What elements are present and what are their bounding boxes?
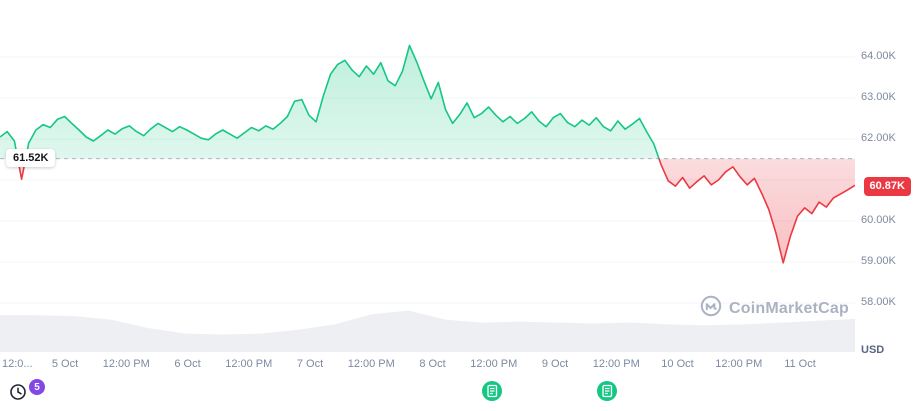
x-axis-label: 12:00 PM <box>592 358 640 370</box>
current-price-badge: 60.87K <box>863 177 911 196</box>
x-axis-label: 12:00 PM <box>715 358 763 370</box>
y-axis-label: 58.00K <box>861 296 896 308</box>
baseline-price-label: 61.52K <box>6 149 56 167</box>
news-doc-icon <box>486 384 497 398</box>
x-axis-label: 6 Oct <box>174 358 201 370</box>
news-event-marker[interactable] <box>597 381 618 401</box>
coinmarketcap-watermark: CoinMarketCap <box>700 295 849 322</box>
x-axis-label: 12:00 PM <box>225 358 273 370</box>
history-clock-icon <box>8 382 28 407</box>
x-axis-label: 12:00 PM <box>347 358 395 370</box>
x-axis-label: 9 Oct <box>541 358 569 370</box>
y-axis-label: 63.00K <box>861 91 896 103</box>
x-axis-label: 7 Oct <box>296 358 324 370</box>
x-axis-label: 8 Oct <box>419 358 446 370</box>
y-axis-label: 60.00K <box>861 214 896 226</box>
x-axis-label: 12:00 PM <box>470 358 518 370</box>
x-axis-label: 12:0... <box>2 358 33 370</box>
coinmarketcap-logo-icon <box>700 295 722 322</box>
history-button[interactable]: 5 <box>8 379 45 407</box>
x-axis-label: 11 Oct <box>784 358 816 370</box>
currency-label: USD <box>861 344 885 356</box>
y-axis-label: 59.00K <box>861 255 896 267</box>
y-axis-label: 62.00K <box>861 132 896 144</box>
y-axis: 64.00K 63.00K 62.00K 60.00K 59.00K 58.00K <box>861 0 913 360</box>
x-axis-label: 12:00 PM <box>102 358 150 370</box>
news-event-marker[interactable] <box>481 381 502 401</box>
y-axis-label: 64.00K <box>861 50 896 62</box>
x-axis-label: 10 Oct <box>661 358 694 370</box>
watermark-text: CoinMarketCap <box>729 299 849 317</box>
x-axis-label: 5 Oct <box>51 358 79 370</box>
x-axis: 12:0... 5 Oct 12:00 PM 6 Oct 12:00 PM 7 Oct 12… <box>0 358 860 374</box>
news-doc-icon <box>602 384 613 398</box>
history-count-badge: 5 <box>29 379 45 395</box>
